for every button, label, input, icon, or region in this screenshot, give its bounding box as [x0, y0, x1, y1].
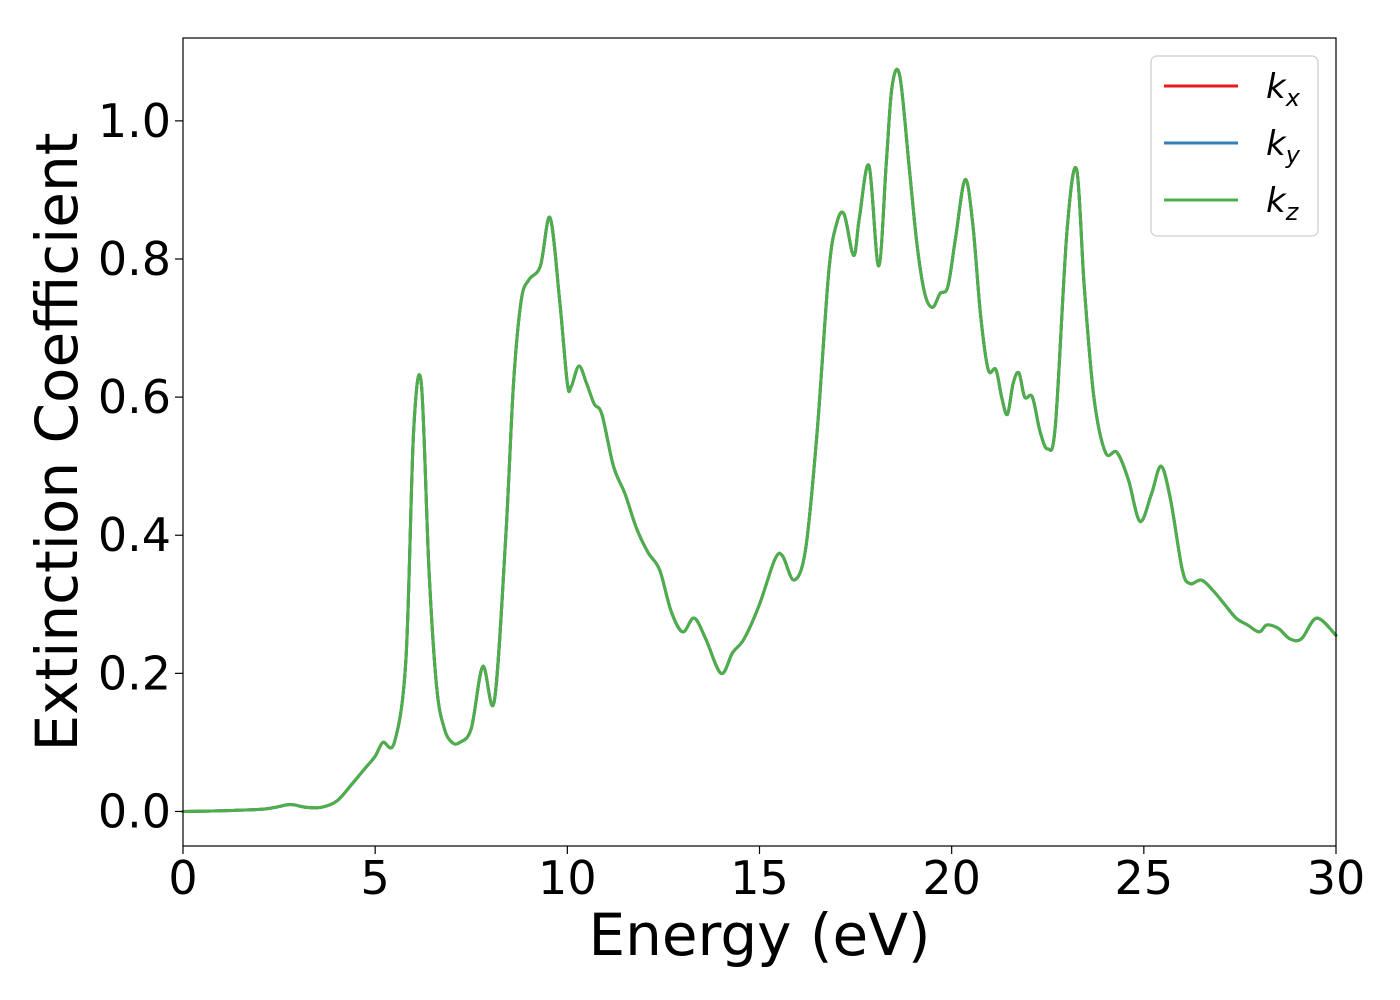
x-tick-label: 20	[922, 851, 981, 905]
series-layer	[181, 67, 1338, 813]
x-tick-label: 5	[361, 851, 390, 905]
legend-entries: kx ky kz	[1164, 67, 1301, 226]
y-tick-label: 0.2	[98, 646, 171, 700]
x-axis: 0 5 10 15 20 25 30	[168, 846, 1365, 905]
x-tick-label: 25	[1115, 851, 1174, 905]
legend: kx ky kz	[1150, 55, 1319, 237]
y-tick-label: 0.6	[98, 370, 171, 424]
x-tick-label: 30	[1307, 851, 1366, 905]
legend-label: ky	[1266, 124, 1301, 169]
series-line-kz	[181, 67, 1338, 813]
legend-label: kz	[1266, 181, 1300, 226]
x-tick-label: 0	[168, 851, 197, 905]
legend-box	[1150, 55, 1319, 237]
y-tick-label: 0.0	[98, 784, 171, 838]
y-axis: 0.0 0.2 0.4 0.6 0.8 1.0	[98, 94, 183, 838]
y-tick-label: 0.4	[98, 508, 171, 562]
x-tick-label: 10	[538, 851, 597, 905]
x-tick-label: 15	[730, 851, 789, 905]
legend-label: kx	[1266, 67, 1301, 112]
y-axis-title: Extinction Coefficient	[23, 133, 91, 752]
y-tick-label: 0.8	[98, 232, 171, 286]
y-tick-label: 1.0	[98, 94, 171, 148]
x-axis-title: Energy (eV)	[588, 901, 930, 969]
